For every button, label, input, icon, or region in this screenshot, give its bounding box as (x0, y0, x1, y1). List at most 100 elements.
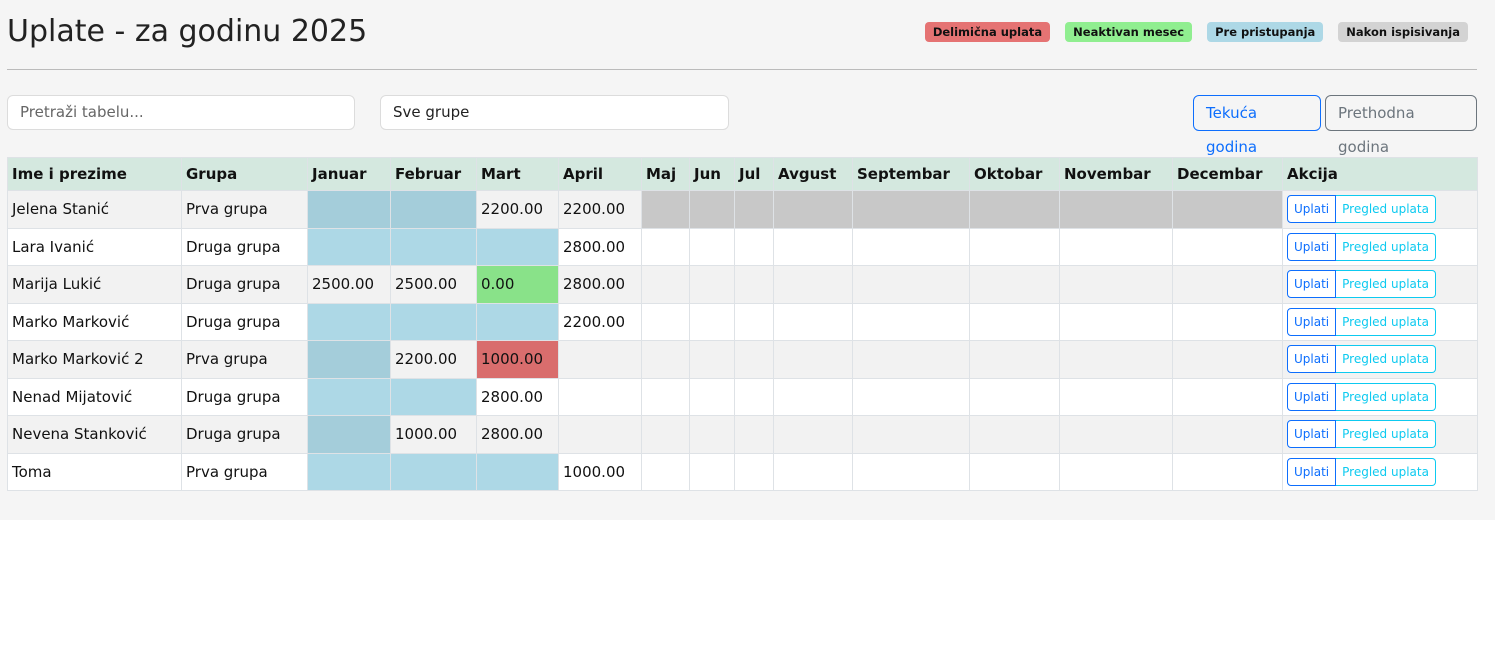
previous-year-button[interactable]: Prethodna godina (1325, 95, 1477, 156)
action-group: Uplati Pregled uplata (1287, 270, 1436, 299)
month-cell (689, 452, 735, 491)
month-cell (307, 190, 391, 229)
current-year-button[interactable]: Tekuća godina (1193, 95, 1321, 156)
pay-button[interactable]: Uplati (1287, 457, 1337, 486)
pay-button[interactable]: Uplati (1287, 307, 1337, 336)
month-cell (773, 340, 853, 379)
month-cell (1059, 415, 1173, 454)
history-button[interactable]: Pregled uplata (1336, 420, 1436, 449)
column-header: Decembar (1172, 157, 1283, 191)
month-cell (390, 452, 477, 491)
history-button[interactable]: Pregled uplata (1336, 307, 1436, 336)
month-cell (734, 415, 774, 454)
month-cell (773, 377, 853, 416)
month-cell (641, 452, 690, 491)
month-cell (969, 452, 1060, 491)
name-cell: Toma (7, 452, 182, 491)
pay-button[interactable]: Uplati (1287, 270, 1337, 299)
month-cell (641, 340, 690, 379)
action-group: Uplati Pregled uplata (1287, 457, 1436, 486)
history-button[interactable]: Pregled uplata (1336, 195, 1436, 224)
month-cell (734, 340, 774, 379)
group-select[interactable]: Sve grupe (380, 95, 729, 130)
panel: Uplate - za godinu 2025 Delimična uplata… (7, 14, 1478, 491)
pay-button[interactable]: Uplati (1287, 382, 1337, 411)
month-cell (307, 377, 391, 416)
month-cell (1059, 377, 1173, 416)
month-cell: 2800.00 (476, 377, 559, 416)
history-button[interactable]: Pregled uplata (1336, 232, 1436, 261)
action-cell: Uplati Pregled uplata (1282, 415, 1478, 454)
action-cell: Uplati Pregled uplata (1282, 452, 1478, 491)
search-input[interactable]: Pretraži tabelu... (7, 95, 355, 130)
table-row: Marija Lukić Druga grupa 2500.00 2500.00 0.0… (7, 265, 1478, 304)
name-cell: Lara Ivanić (7, 227, 182, 266)
month-cell (852, 452, 970, 491)
month-cell (852, 377, 970, 416)
history-button[interactable]: Pregled uplata (1336, 345, 1436, 374)
pay-button[interactable]: Uplati (1287, 420, 1337, 449)
action-cell: Uplati Pregled uplata (1282, 227, 1478, 266)
column-header: Avgust (773, 157, 853, 191)
group-cell: Druga grupa (181, 265, 308, 304)
month-cell (852, 415, 970, 454)
column-header: April (558, 157, 642, 191)
history-button[interactable]: Pregled uplata (1336, 382, 1436, 411)
month-cell (1172, 265, 1283, 304)
month-cell: 1000.00 (390, 415, 477, 454)
month-cell (1172, 302, 1283, 341)
month-cell (773, 452, 853, 491)
month-cell (969, 302, 1060, 341)
month-cell (852, 340, 970, 379)
table-row: Nevena Stanković Druga grupa 1000.00 2800.0… (7, 415, 1478, 454)
pay-button[interactable]: Uplati (1287, 195, 1337, 224)
month-cell: 2500.00 (390, 265, 477, 304)
legend-badge: Delimična uplata (924, 22, 1051, 42)
action-cell: Uplati Pregled uplata (1282, 340, 1478, 379)
month-cell (1172, 190, 1283, 229)
action-group: Uplati Pregled uplata (1287, 232, 1436, 261)
month-cell: 2200.00 (390, 340, 477, 379)
history-button[interactable]: Pregled uplata (1336, 457, 1436, 486)
page-title: Uplate - za godinu 2025 (7, 14, 368, 49)
table-row: Marko Marković Druga grupa 2200.00 Uplati Pr… (7, 302, 1478, 341)
legend-badge: Nakon ispisivanja (1338, 22, 1468, 42)
month-cell (307, 302, 391, 341)
group-cell: Prva grupa (181, 452, 308, 491)
month-cell: 1000.00 (558, 452, 642, 491)
name-cell: Marko Marković (7, 302, 182, 341)
column-header: Februar (390, 157, 477, 191)
month-cell (969, 377, 1060, 416)
table-body: Jelena Stanić Prva grupa 2200.00 2200.00 Upl… (7, 190, 1478, 491)
action-group: Uplati Pregled uplata (1287, 382, 1436, 411)
action-group: Uplati Pregled uplata (1287, 195, 1436, 224)
action-group: Uplati Pregled uplata (1287, 345, 1436, 374)
table-row: Nenad Mijatović Druga grupa 2800.00 Uplati P… (7, 377, 1478, 416)
month-cell (969, 415, 1060, 454)
month-cell: 2500.00 (307, 265, 391, 304)
group-cell: Prva grupa (181, 190, 308, 229)
pay-button[interactable]: Uplati (1287, 345, 1337, 374)
month-cell (307, 227, 391, 266)
month-cell: 2200.00 (558, 190, 642, 229)
month-cell (476, 227, 559, 266)
month-cell (476, 452, 559, 491)
name-cell: Marko Marković 2 (7, 340, 182, 379)
month-cell (390, 227, 477, 266)
name-cell: Nevena Stanković (7, 415, 182, 454)
legend-badge: Pre pristupanja (1207, 22, 1324, 42)
month-cell (1059, 302, 1173, 341)
action-cell: Uplati Pregled uplata (1282, 377, 1478, 416)
month-cell: 1000.00 (476, 340, 559, 379)
month-cell (689, 302, 735, 341)
history-button[interactable]: Pregled uplata (1336, 270, 1436, 299)
month-cell (1172, 415, 1283, 454)
pay-button[interactable]: Uplati (1287, 232, 1337, 261)
month-cell (558, 415, 642, 454)
column-header: Mart (476, 157, 559, 191)
month-cell (689, 265, 735, 304)
month-cell (1172, 452, 1283, 491)
month-cell (969, 190, 1060, 229)
group-cell: Druga grupa (181, 302, 308, 341)
